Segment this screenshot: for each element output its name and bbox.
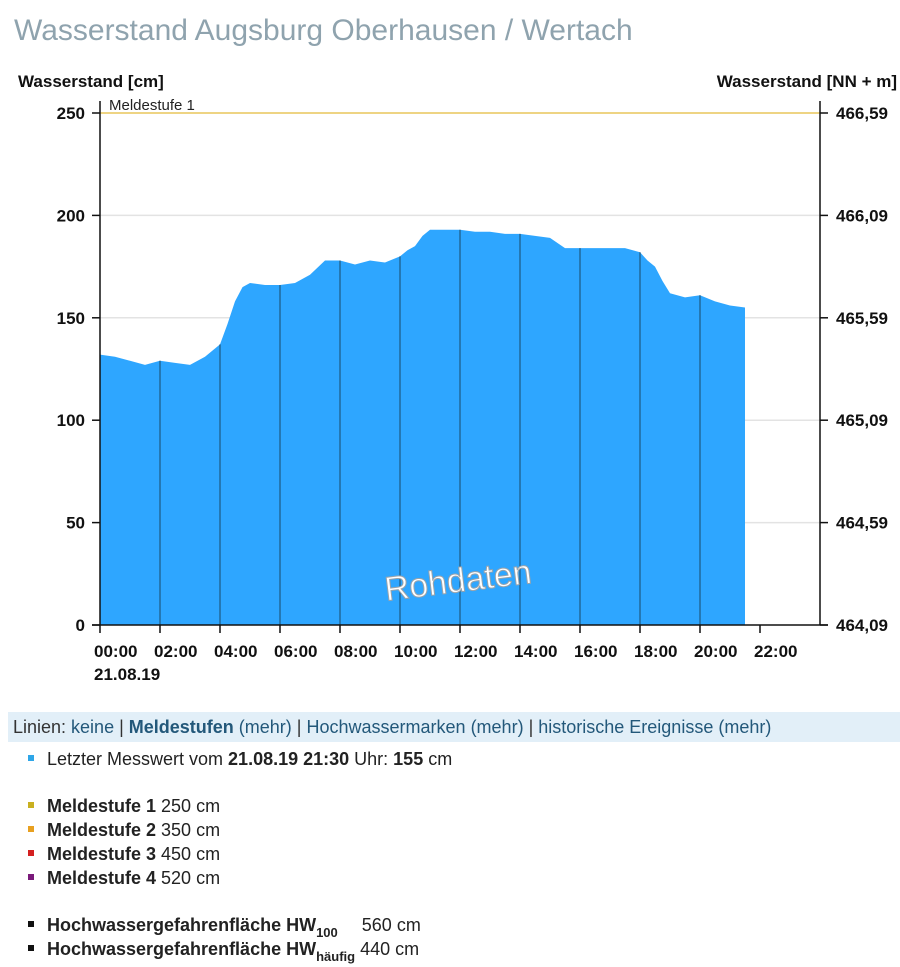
y-tick-label-right: 466,59 [836, 104, 888, 123]
x-tick-label: 22:00 [754, 642, 797, 661]
lines-meldestufen-link[interactable]: Meldestufen [128, 717, 234, 737]
meldestufe-2-marker [28, 826, 34, 833]
meldestufe-1-marker [28, 802, 34, 809]
meldestufe-4-marker [28, 874, 34, 881]
hw-haeufig-marker [28, 945, 34, 952]
lines-historische-link[interactable]: historische Ereignisse [538, 717, 714, 737]
meldestufe-3-item: Meldestufe 3 450 cm [28, 844, 220, 865]
last-measurement-marker [28, 755, 34, 762]
meldestufe-3-marker [28, 850, 34, 857]
hw-haeufig-item: Hochwassergefahrenfläche HWhäufig 440 cm [28, 939, 419, 964]
y-tick-label-left: 100 [57, 411, 85, 430]
lines-prefix: Linien: [13, 717, 72, 737]
x-tick-label: 18:00 [634, 642, 677, 661]
hochwassermarken-more-link[interactable]: (mehr) [470, 717, 524, 737]
water-level-chart: Meldestufe 1 0 464,09 50 464,59 100 465,09 150… [18, 72, 897, 684]
meldestufe-2-item: Meldestufe 2 350 cm [28, 820, 220, 841]
axes: 0 464,09 50 464,59 100 465,09 150 465,59 200 466,… [57, 101, 888, 661]
historische-more-link[interactable]: (mehr) [718, 717, 772, 737]
separator: | [291, 717, 307, 737]
x-tick-label: 10:00 [394, 642, 437, 661]
y-tick-label-left: 150 [57, 309, 85, 328]
y-tick-label-left: 0 [76, 616, 85, 635]
date-label: 21.08.19 [94, 665, 160, 684]
last-measurement-datetime: 21.08.19 21:30 [228, 749, 350, 769]
lines-hochwassermarken-link[interactable]: Hochwassermarken [306, 717, 466, 737]
separator: | [523, 717, 539, 737]
separator: | [114, 717, 129, 737]
hw100-marker [28, 921, 34, 928]
meldestufe-1-label: Meldestufe 1 [109, 97, 195, 114]
last-measurement-value: 155 [393, 749, 424, 769]
y-tick-label-left: 50 [66, 514, 85, 533]
x-tick-label: 00:00 [94, 642, 137, 661]
x-tick-label: 04:00 [214, 642, 257, 661]
page-title: Wasserstand Augsburg Oberhausen / Wertac… [14, 14, 633, 47]
lines-none-link[interactable]: keine [71, 717, 115, 737]
meldestufen-more-link[interactable]: (mehr) [238, 717, 292, 737]
x-tick-label: 06:00 [274, 642, 317, 661]
meldestufe-1-item: Meldestufe 1 250 cm [28, 796, 220, 817]
y-axis-label-left: Wasserstand [cm] [18, 72, 164, 91]
y-tick-label-right: 464,09 [836, 616, 888, 635]
y-tick-label-right: 466,09 [836, 206, 888, 225]
y-tick-label-right: 465,09 [836, 411, 888, 430]
y-tick-label-left: 200 [57, 206, 85, 225]
x-tick-label: 08:00 [334, 642, 377, 661]
last-measurement: Letzter Messwert vom 21.08.19 21:30 Uhr:… [28, 749, 452, 770]
x-tick-label: 02:00 [154, 642, 197, 661]
water-level-area [100, 229, 745, 626]
meldestufe-4-item: Meldestufe 4 520 cm [28, 868, 220, 889]
y-axis-label-right: Wasserstand [NN + m] [717, 72, 897, 91]
x-tick-label: 14:00 [514, 642, 557, 661]
y-tick-label-left: 250 [57, 104, 85, 123]
hw100-item: Hochwassergefahrenfläche HW100 560 cm [28, 915, 421, 940]
y-tick-label-right: 465,59 [836, 309, 888, 328]
x-tick-label: 16:00 [574, 642, 617, 661]
x-tick-label: 20:00 [694, 642, 737, 661]
x-tick-label: 12:00 [454, 642, 497, 661]
y-tick-label-right: 464,59 [836, 514, 888, 533]
lines-selector-bar: Linien: keine | Meldestufen (mehr) | Hoc… [8, 712, 900, 742]
hour-divider-lines [159, 229, 701, 625]
